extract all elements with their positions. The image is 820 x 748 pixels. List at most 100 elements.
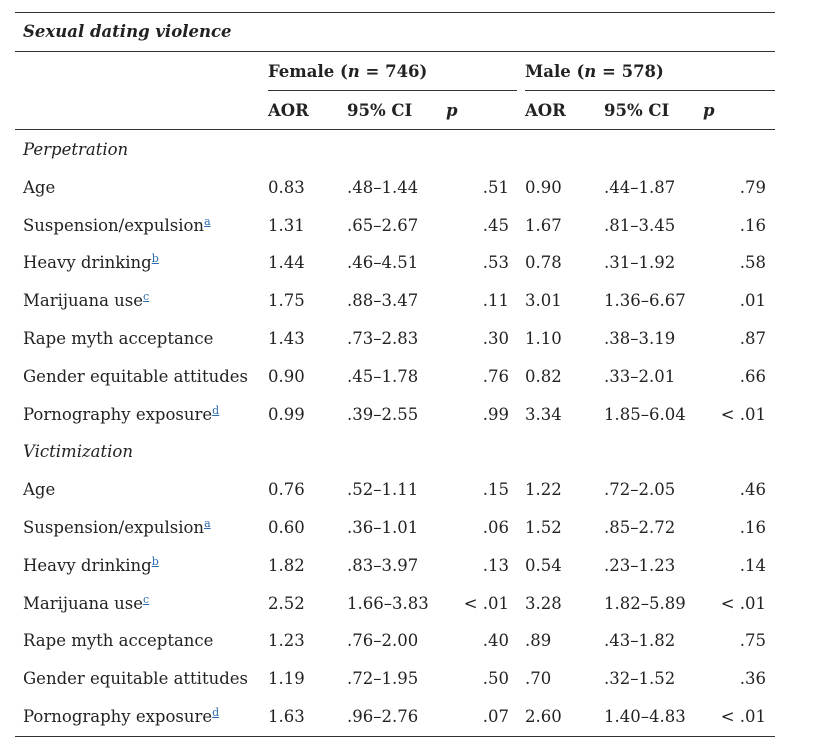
female-aor-cell: 0.99 [268,405,305,424]
row-label: Suspension/expulsiona [23,518,211,538]
male-p-cell: .75 [739,631,766,650]
female-p-cell: .45 [482,216,509,235]
female-p-cell: .40 [482,631,509,650]
female-p-cell: .51 [482,178,509,197]
title-rule [15,51,775,52]
male-aor-cell: 0.82 [525,367,562,386]
male-aor-cell: 1.52 [525,518,562,537]
female-ci-cell: .65–2.67 [347,216,419,235]
row-label: Heavy drinkingb [23,253,159,273]
female-p-cell: .99 [482,405,509,424]
footnote-link[interactable]: c [143,290,150,303]
row-label: Gender equitable attitudes [23,367,248,387]
male-p-cell: .58 [739,253,766,272]
male-aor-cell: 0.90 [525,178,562,197]
footnote-link[interactable]: a [204,517,211,530]
row-label-text: Heavy drinking [23,253,152,272]
male-p-cell: .14 [739,556,766,575]
row-label: Pornography exposured [23,707,219,727]
female-group-rule [268,90,517,91]
female-ci-cell: .73–2.83 [347,329,419,348]
male-ci-cell: .85–2.72 [604,518,676,537]
female-aor-cell: 0.90 [268,367,305,386]
row-label: Rape myth acceptance [23,329,213,349]
female-aor-cell: 1.82 [268,556,305,575]
row-label: Rape myth acceptance [23,631,213,651]
female-aor-cell: 0.60 [268,518,305,537]
female-ci-header: 95% CI [347,101,413,120]
female-ci-cell: .52–1.11 [347,480,419,499]
female-p-cell: .06 [482,518,509,537]
male-p-cell: .16 [739,518,766,537]
female-ci-cell: .46–4.51 [347,253,419,272]
footnote-link[interactable]: b [151,252,159,265]
male-ci-cell: .38–3.19 [604,329,676,348]
male-ci-cell: 1.82–5.89 [604,594,686,613]
footnote-link[interactable]: b [151,555,159,568]
male-ci-cell: .43–1.82 [604,631,676,650]
male-ci-cell: .44–1.87 [604,178,676,197]
male-aor-cell: 3.28 [525,594,562,613]
row-label: Pornography exposured [23,405,219,425]
male-ci-cell: .23–1.23 [604,556,676,575]
male-p-cell: .01 [739,291,766,310]
male-ci-cell: .33–2.01 [604,367,676,386]
male-ci-header: 95% CI [604,101,670,120]
female-aor-cell: 1.19 [268,669,305,688]
male-p-cell: .16 [739,216,766,235]
female-ci-cell: .72–1.95 [347,669,419,688]
row-label-text: Heavy drinking [23,556,152,575]
row-label: Marijuana usec [23,594,149,614]
female-p-cell: < .01 [463,594,509,613]
female-aor-cell: 1.44 [268,253,305,272]
male-p-cell: .79 [739,178,766,197]
male-aor-cell: 1.67 [525,216,562,235]
row-label: Age [23,178,55,198]
male-aor-cell: 2.60 [525,707,562,726]
female-aor-cell: 0.83 [268,178,305,197]
female-aor-header: AOR [268,101,309,120]
footnote-link[interactable]: d [212,706,220,719]
male-aor-cell: .70 [525,669,552,688]
row-label-text: Pornography exposure [23,707,213,726]
female-aor-cell: 2.52 [268,594,305,613]
female-ci-cell: .88–3.47 [347,291,419,310]
male-ci-cell: .32–1.52 [604,669,676,688]
male-aor-cell: 0.54 [525,556,562,575]
row-label-text: Marijuana use [23,594,144,613]
female-p-header: p [446,101,458,120]
female-ci-cell: .96–2.76 [347,707,419,726]
footnote-link[interactable]: a [204,215,211,228]
row-label-text: Gender equitable attitudes [23,669,249,688]
male-ci-cell: .72–2.05 [604,480,676,499]
top-rule [15,12,775,13]
male-group-rule [525,90,775,91]
row-label-text: Pornography exposure [23,405,213,424]
female-ci-cell: .36–1.01 [347,518,419,537]
female-aor-cell: 1.23 [268,631,305,650]
female-aor-cell: 0.76 [268,480,305,499]
female-aor-cell: 1.75 [268,291,305,310]
male-group-header: Male (n = 578) [525,62,664,81]
male-ci-cell: 1.40–4.83 [604,707,686,726]
female-ci-cell: 1.66–3.83 [347,594,429,613]
female-ci-cell: .45–1.78 [347,367,419,386]
bottom-rule [15,736,775,737]
male-p-cell: < .01 [720,405,766,424]
row-label-text: Marijuana use [23,291,144,310]
male-p-cell: < .01 [720,594,766,613]
male-aor-cell: 3.34 [525,405,562,424]
male-aor-cell: .89 [525,631,552,650]
female-aor-cell: 1.31 [268,216,305,235]
female-aor-cell: 1.43 [268,329,305,348]
female-ci-cell: .48–1.44 [347,178,419,197]
row-label-text: Gender equitable attitudes [23,367,249,386]
row-label-text: Age [23,178,56,197]
female-ci-cell: .39–2.55 [347,405,419,424]
footnote-link[interactable]: c [143,593,150,606]
male-p-cell: < .01 [720,707,766,726]
female-ci-cell: .76–2.00 [347,631,419,650]
row-label: Age [23,480,55,500]
footnote-link[interactable]: d [212,404,220,417]
male-aor-cell: 1.10 [525,329,562,348]
